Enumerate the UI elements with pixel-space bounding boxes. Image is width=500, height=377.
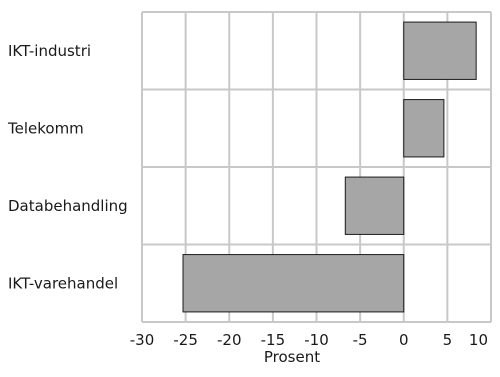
x-tick-label: -10 <box>304 331 329 349</box>
x-tick-label: -20 <box>217 331 242 349</box>
grid <box>141 11 492 323</box>
x-tick-label: -5 <box>353 331 368 349</box>
x-tick-label: 10 <box>469 331 488 349</box>
bar <box>182 254 405 313</box>
category-label: IKT-varehandel <box>8 274 118 292</box>
bar <box>344 176 405 235</box>
category-label: IKT-industri <box>8 42 91 60</box>
x-tick-label: -25 <box>173 331 198 349</box>
bar <box>403 99 445 158</box>
x-tick-label: -15 <box>261 331 286 349</box>
category-label: Telekomm <box>7 119 84 137</box>
x-tick-label: 5 <box>443 331 453 349</box>
x-tick-label: -30 <box>130 331 155 349</box>
bars <box>182 21 477 313</box>
category-labels: IKT-industri Telekomm Databehandling IKT-va… <box>7 42 128 293</box>
x-tick-labels: -30 -25 -20 -15 -10 -5 0 5 10 <box>130 331 488 349</box>
category-label: Databehandling <box>8 197 128 215</box>
x-tick-label: 0 <box>399 331 409 349</box>
bar <box>403 21 477 80</box>
x-axis-label: Prosent <box>264 348 320 366</box>
